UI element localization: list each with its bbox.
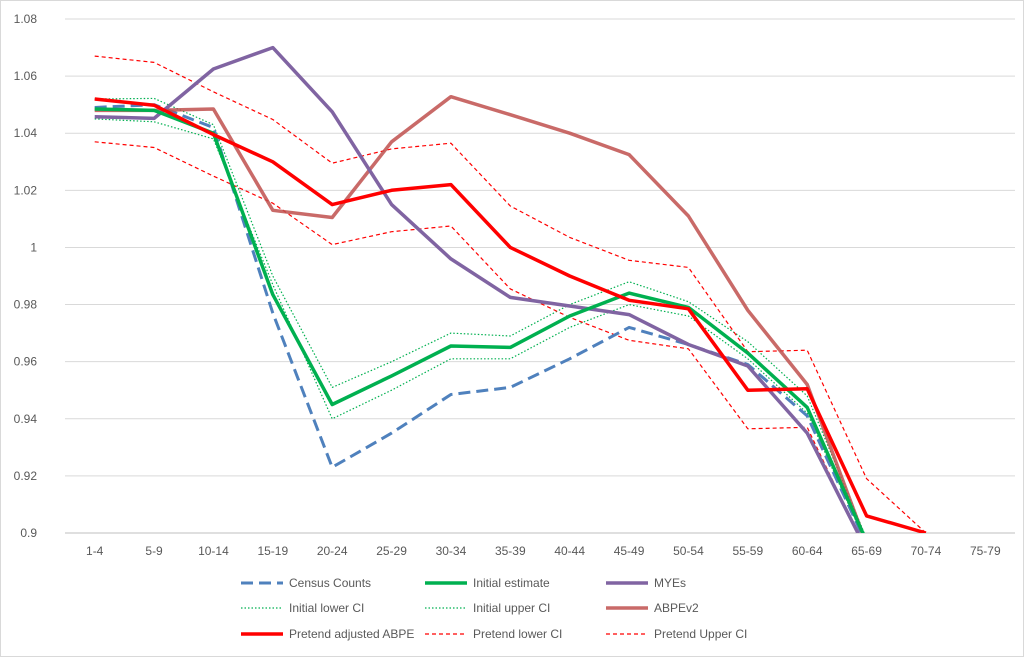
x-tick-label: 70-74 bbox=[911, 544, 942, 558]
y-tick-label: 1.02 bbox=[14, 183, 38, 197]
x-tick-label: 65-69 bbox=[851, 544, 882, 558]
y-tick-label: 1.04 bbox=[14, 126, 38, 140]
legend-label-initial-estimate: Initial estimate bbox=[473, 576, 550, 590]
x-tick-label: 60-64 bbox=[792, 544, 823, 558]
y-tick-label: 0.9 bbox=[20, 526, 37, 540]
series-line-census-counts bbox=[94, 103, 863, 533]
y-axis: 0.9 0.92 0.94 0.96 0.98 1 1.02 1.04 1.06 1.08 bbox=[14, 12, 38, 540]
x-tick-label: 15-19 bbox=[257, 544, 288, 558]
legend-label-initial-lower-ci: Initial lower CI bbox=[289, 601, 364, 615]
legend-label-abpev2: ABPEv2 bbox=[654, 601, 699, 615]
legend-label-pretend-lower-ci: Pretend lower CI bbox=[473, 627, 562, 641]
x-tick-label: 50-54 bbox=[673, 544, 704, 558]
x-tick-label: 45-49 bbox=[614, 544, 645, 558]
x-tick-label: 35-39 bbox=[495, 544, 526, 558]
y-tick-label: 0.96 bbox=[14, 355, 38, 369]
series-line-initial-estimate bbox=[94, 107, 865, 533]
y-tick-label: 0.94 bbox=[14, 412, 38, 426]
y-tick-label: 0.92 bbox=[14, 469, 38, 483]
x-tick-label: 1-4 bbox=[86, 544, 104, 558]
x-tick-label: 10-14 bbox=[198, 544, 229, 558]
series-line-pretend-lower-ci bbox=[94, 141, 859, 533]
y-tick-label: 1.06 bbox=[14, 69, 38, 83]
series-line-abpev2 bbox=[94, 94, 865, 533]
x-axis: 1-4 5-9 10-14 15-19 20-24 25-29 30-34 35-39 40-4… bbox=[86, 544, 1001, 558]
series-line-pretend-adjusted-abpe bbox=[94, 97, 927, 533]
y-tick-label: 1 bbox=[30, 240, 37, 254]
y-tick-label: 1.08 bbox=[14, 12, 38, 26]
legend-label-pretend-adjusted-abpe: Pretend adjusted ABPE bbox=[289, 627, 414, 641]
y-tick-label: 0.98 bbox=[14, 298, 38, 312]
x-tick-label: 25-29 bbox=[376, 544, 407, 558]
series-line-pretend-upper-ci bbox=[94, 55, 927, 533]
x-tick-label: 75-79 bbox=[970, 544, 1001, 558]
series-line-myes bbox=[94, 45, 860, 533]
x-tick-label: 55-59 bbox=[732, 544, 763, 558]
series-line-initial-lower-ci bbox=[94, 118, 863, 533]
legend-label-census-counts: Census Counts bbox=[289, 576, 371, 590]
legend-label-myes: MYEs bbox=[654, 576, 686, 590]
x-tick-label: 20-24 bbox=[317, 544, 348, 558]
gridlines bbox=[65, 18, 1015, 534]
x-tick-label: 40-44 bbox=[554, 544, 585, 558]
legend-label-pretend-upper-ci: Pretend Upper CI bbox=[654, 627, 747, 641]
series-lines bbox=[94, 45, 927, 533]
legend-label-initial-upper-ci: Initial upper CI bbox=[473, 601, 550, 615]
series-line-initial-upper-ci bbox=[94, 97, 865, 533]
x-tick-label: 5-9 bbox=[145, 544, 163, 558]
legend: Census Counts Initial estimate MYEs Initial… bbox=[241, 576, 747, 641]
x-tick-label: 30-34 bbox=[436, 544, 467, 558]
